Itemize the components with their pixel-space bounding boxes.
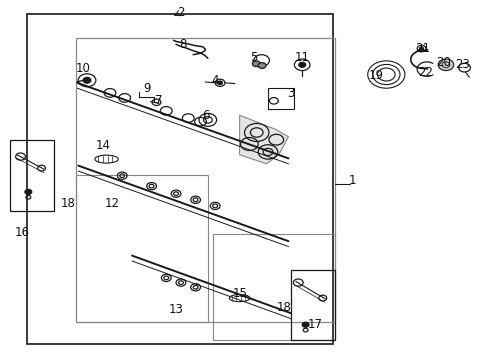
Circle shape xyxy=(252,61,260,67)
Bar xyxy=(212,234,334,340)
Text: 11: 11 xyxy=(294,51,309,64)
Text: 20: 20 xyxy=(436,57,450,69)
Text: 12: 12 xyxy=(105,197,120,210)
Circle shape xyxy=(83,77,91,83)
Text: 4: 4 xyxy=(211,75,219,87)
Circle shape xyxy=(302,322,308,327)
Text: 16: 16 xyxy=(15,226,29,239)
Text: 18: 18 xyxy=(277,301,291,314)
Text: 10: 10 xyxy=(76,62,90,75)
Text: 1: 1 xyxy=(347,174,355,186)
Text: 18: 18 xyxy=(61,197,76,210)
Text: 17: 17 xyxy=(307,318,322,330)
Text: 23: 23 xyxy=(454,58,468,71)
Text: 13: 13 xyxy=(168,303,183,316)
Bar xyxy=(290,270,334,340)
Text: 3: 3 xyxy=(286,87,294,100)
Circle shape xyxy=(298,62,305,67)
Bar xyxy=(10,140,54,211)
Bar xyxy=(76,175,207,322)
Circle shape xyxy=(258,63,265,68)
Text: 8: 8 xyxy=(179,39,187,51)
Bar xyxy=(76,38,334,322)
Text: 19: 19 xyxy=(368,69,383,82)
Polygon shape xyxy=(239,115,288,164)
Text: 9: 9 xyxy=(142,82,150,95)
Text: 21: 21 xyxy=(415,42,429,55)
Bar xyxy=(27,14,332,344)
Text: 22: 22 xyxy=(417,66,432,78)
Text: 7: 7 xyxy=(155,94,163,107)
Text: 5: 5 xyxy=(250,51,258,64)
Circle shape xyxy=(25,189,32,194)
Bar xyxy=(268,88,293,109)
Text: 15: 15 xyxy=(232,287,246,300)
Circle shape xyxy=(419,47,423,50)
Text: 2: 2 xyxy=(177,6,184,19)
Circle shape xyxy=(217,81,222,85)
Text: 6: 6 xyxy=(201,109,209,122)
Text: 14: 14 xyxy=(95,139,110,152)
Circle shape xyxy=(437,59,453,71)
